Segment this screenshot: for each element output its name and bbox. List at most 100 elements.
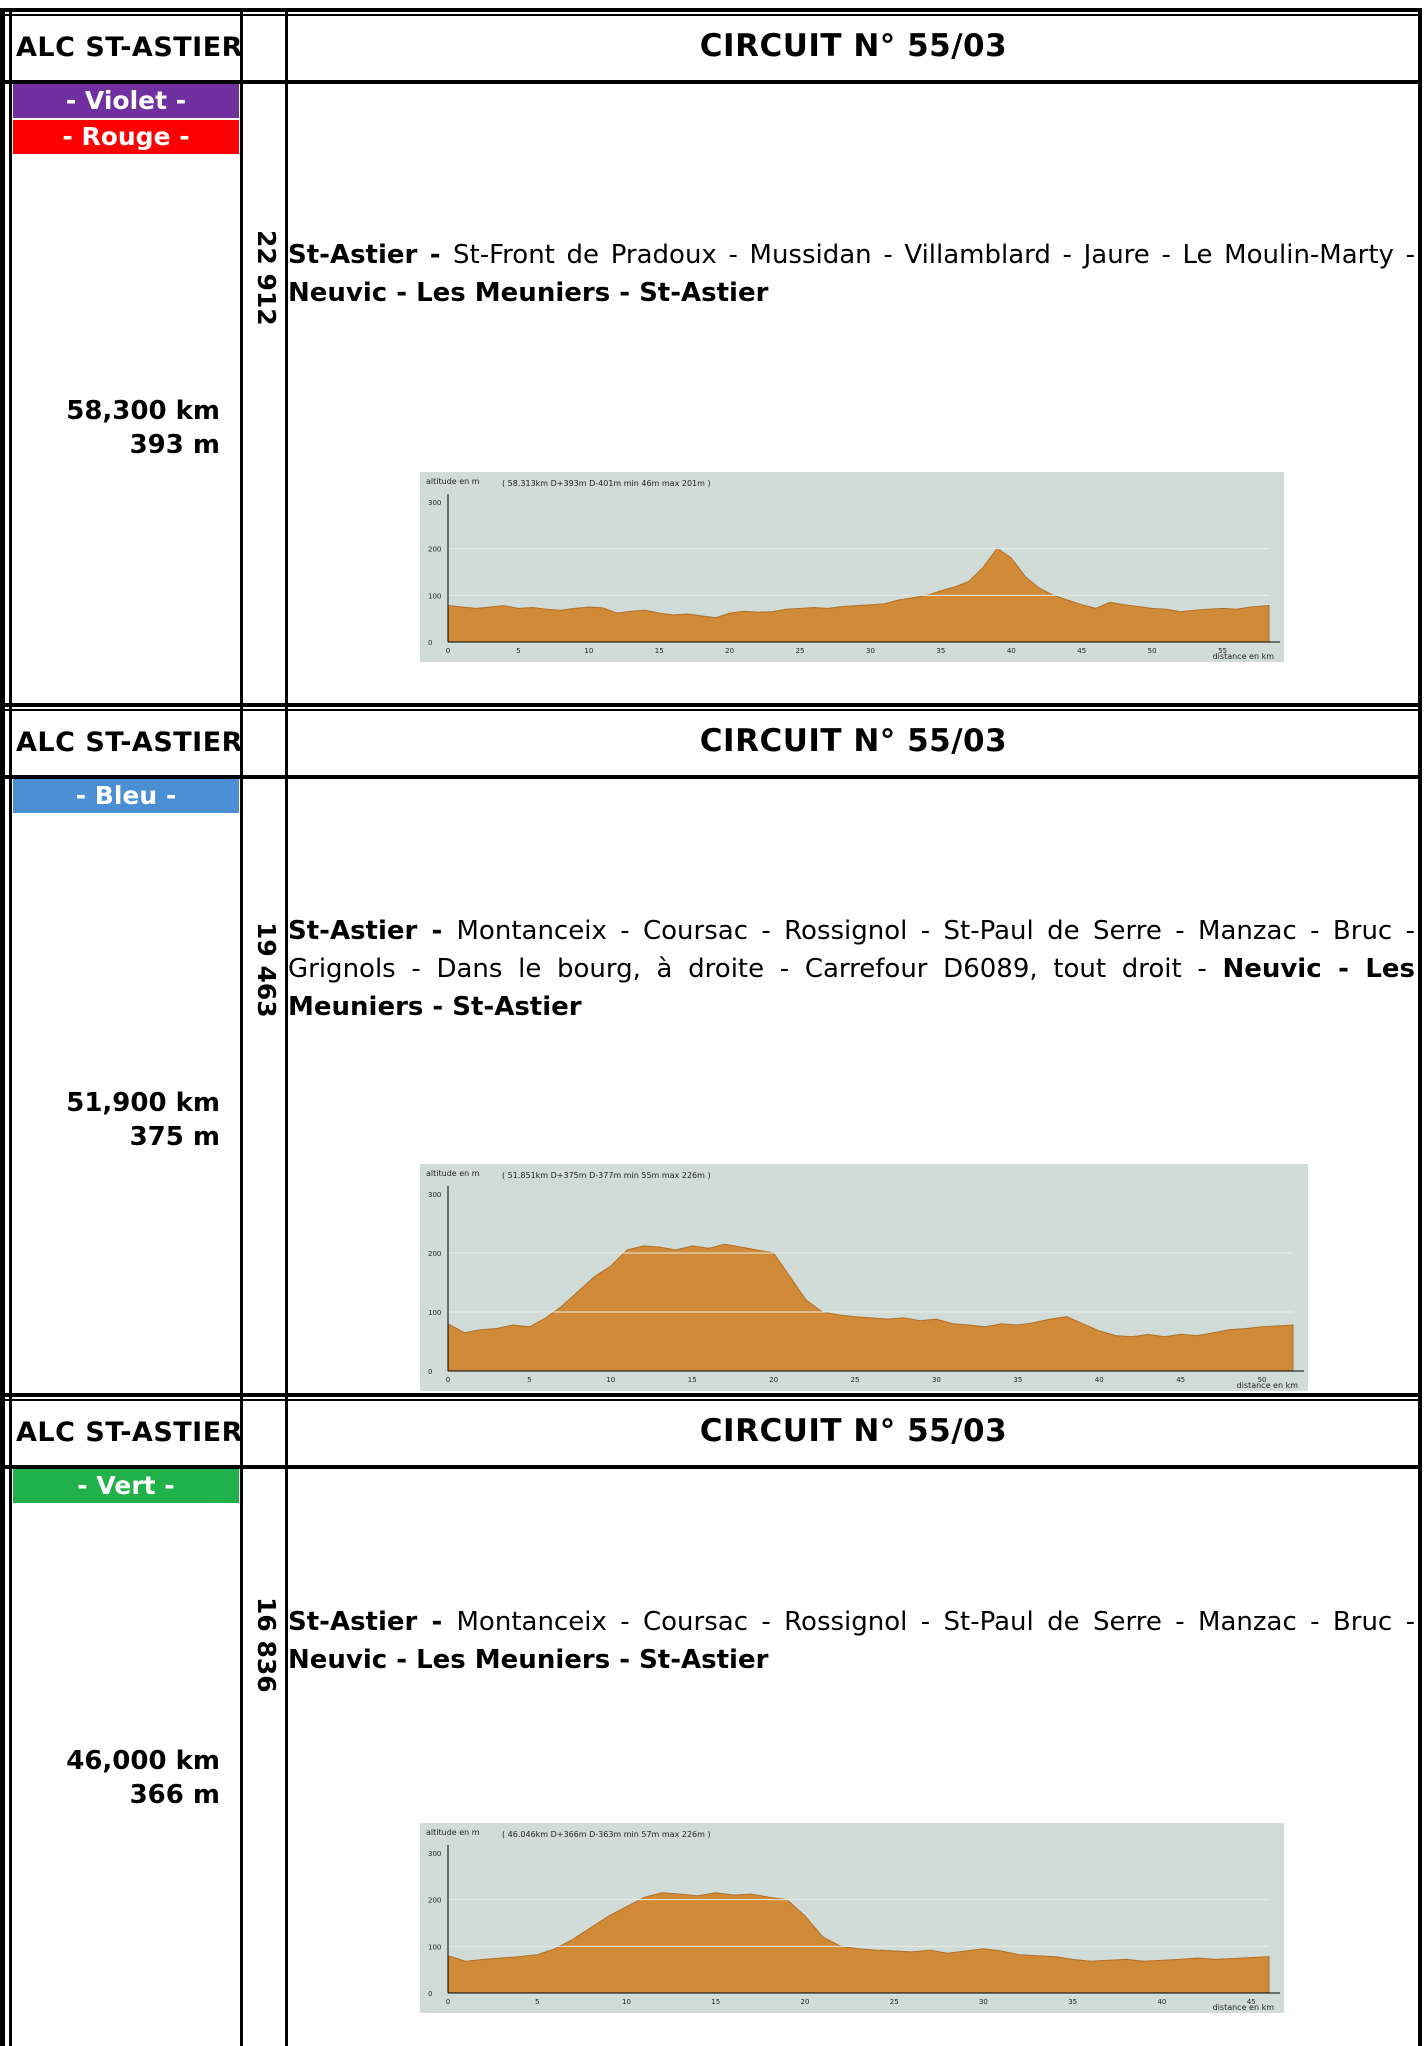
route-town-bold: Neuvic - Les Meuniers - St-Astier — [288, 1645, 769, 1675]
outer-border-right — [1418, 1393, 1422, 2046]
y-tick-label: 0 — [428, 639, 432, 647]
x-tick-label: 50 — [1148, 647, 1157, 655]
column-divider — [240, 703, 243, 1393]
outer-border-right — [1418, 703, 1422, 1393]
route-town-bold: - — [417, 916, 457, 946]
elevation-profile-svg: 300 200 100 0 0 5 10 15 20 25 30 35 40 45 50 55 altitude… — [426, 477, 1280, 661]
x-tick-label: 20 — [725, 647, 734, 655]
circuit-title: CIRCUIT N° 55/03 — [699, 1413, 1008, 1449]
elevation-profile-svg: 300 200 100 0 0 5 10 15 20 25 30 35 40 45 50 altitude e… — [426, 1169, 1304, 1390]
header-bottom-border — [0, 1465, 1422, 1469]
section-top-border — [0, 1393, 1422, 1397]
x-tick-label: 30 — [932, 1376, 941, 1384]
route-color-band: - Bleu - — [13, 779, 239, 813]
x-tick-label: 0 — [446, 647, 450, 655]
y-tick-label: 300 — [428, 1850, 441, 1858]
route-color-band: - Rouge - — [13, 120, 239, 154]
x-tick-label: 5 — [527, 1376, 531, 1384]
route-town-bold: - — [417, 240, 454, 270]
y-tick-label: 0 — [428, 1990, 432, 1998]
section-top-border-inner — [0, 1399, 1422, 1401]
x-tick-label: 10 — [584, 647, 593, 655]
x-tick-label: 15 — [688, 1376, 697, 1384]
x-tick-label: 35 — [936, 647, 945, 655]
x-tick-label: 15 — [655, 647, 664, 655]
x-tick-label: 30 — [866, 647, 875, 655]
elevation-profile-svg: 300 200 100 0 0 5 10 15 20 25 30 35 40 45 altitude en … — [426, 1828, 1280, 2012]
x-tick-label: 25 — [851, 1376, 860, 1384]
outer-border-left-inner — [9, 1393, 12, 2046]
route-description: St-Astier - St-Front de Pradoux - Mussid… — [288, 236, 1415, 312]
section-top-border-inner — [0, 709, 1422, 711]
distance-value: 46,000 km — [66, 1746, 220, 1776]
route-town-bold: - — [417, 1607, 457, 1637]
column-divider — [240, 1393, 243, 2046]
x-tick-label: 45 — [1247, 1998, 1256, 2006]
route-code: 16 836 — [252, 1597, 281, 1693]
elevation-gain: 366 m — [129, 1780, 220, 1810]
route-town: St-Front de Pradoux - Mussidan - Villamb… — [453, 240, 1415, 270]
x-tick-label: 25 — [890, 1998, 899, 2006]
route-description: St-Astier - Montanceix - Coursac - Rossi… — [288, 1603, 1415, 1679]
x-tick-label: 40 — [1157, 1998, 1166, 2006]
route-town-bold: St-Astier — [288, 240, 418, 270]
circuit-title: CIRCUIT N° 55/03 — [699, 28, 1008, 64]
route-town-bold: Neuvic - Les Meuniers - St-Astier — [288, 278, 769, 308]
profile-summary: ( 58.313km D+393m D-401m min 46m max 201… — [502, 479, 711, 488]
column-divider — [240, 8, 243, 703]
column-divider — [285, 8, 288, 703]
y-tick-label: 100 — [428, 1943, 441, 1951]
elevation-gain: 375 m — [129, 1122, 220, 1152]
outer-border-left-inner — [9, 703, 12, 1393]
section-top-border-inner — [0, 14, 1422, 16]
column-divider — [285, 1393, 288, 2046]
distance-value: 58,300 km — [66, 396, 220, 426]
column-divider — [285, 703, 288, 1393]
header-bottom-border — [0, 775, 1422, 779]
y-tick-label: 0 — [428, 1368, 432, 1376]
elevation-profile-chart: 300 200 100 0 0 5 10 15 20 25 30 35 40 45 50 altitude e… — [420, 1164, 1308, 1391]
route-town-bold: St-Astier — [288, 1607, 418, 1637]
x-tick-label: 35 — [1013, 1376, 1022, 1384]
elevation-area — [447, 1243, 1294, 1372]
route-town-bold: Neuvic - Les Meuniers - St-Astier — [288, 954, 1416, 1022]
club-name: ALC ST-ASTIER — [16, 1417, 243, 1448]
route-description: St-Astier - Montanceix - Coursac - Rossi… — [288, 912, 1415, 1026]
x-tick-label: 10 — [622, 1998, 631, 2006]
elevation-area — [447, 1892, 1270, 1994]
outer-border-right — [1418, 8, 1422, 703]
y-tick-label: 200 — [428, 1897, 441, 1905]
x-tick-label: 35 — [1068, 1998, 1077, 2006]
x-axis-label: distance en km — [1237, 1381, 1299, 1390]
x-axis-label: distance en km — [1213, 2003, 1275, 2012]
y-tick-label: 100 — [428, 1309, 441, 1317]
x-tick-label: 50 — [1258, 1376, 1267, 1384]
header-bottom-border — [0, 80, 1422, 84]
x-tick-label: 45 — [1077, 647, 1086, 655]
profile-summary: ( 51.851km D+375m D-377m min 55m max 226… — [502, 1171, 711, 1180]
outer-border-left-inner — [9, 8, 12, 703]
route-town-bold: St-Astier — [288, 916, 418, 946]
x-tick-label: 10 — [606, 1376, 615, 1384]
x-tick-label: 5 — [535, 1998, 539, 2006]
y-axis-label: altitude en m — [426, 1828, 480, 1837]
elevation-profile-chart: 300 200 100 0 0 5 10 15 20 25 30 35 40 45 50 55 altitude… — [420, 472, 1284, 662]
x-tick-label: 5 — [516, 647, 520, 655]
route-town: Montanceix - Coursac - Rossignol - St-Pa… — [456, 1607, 1416, 1637]
elevation-area — [447, 547, 1270, 643]
section-top-border — [0, 703, 1422, 707]
route-code: 22 912 — [252, 230, 281, 326]
section-top-border — [0, 8, 1422, 12]
y-tick-label: 100 — [428, 592, 441, 600]
x-tick-label: 55 — [1218, 647, 1227, 655]
x-axis-label: distance en km — [1213, 652, 1275, 661]
elevation-gain: 393 m — [129, 430, 220, 460]
club-name: ALC ST-ASTIER — [16, 32, 243, 63]
route-code: 19 463 — [252, 922, 281, 1018]
route-town: Montanceix - Coursac - Rossignol - St-Pa… — [288, 916, 1415, 984]
outer-border-left — [0, 8, 5, 703]
distance-value: 51,900 km — [66, 1088, 220, 1118]
route-color-band: - Vert - — [13, 1469, 239, 1503]
x-tick-label: 15 — [711, 1998, 720, 2006]
